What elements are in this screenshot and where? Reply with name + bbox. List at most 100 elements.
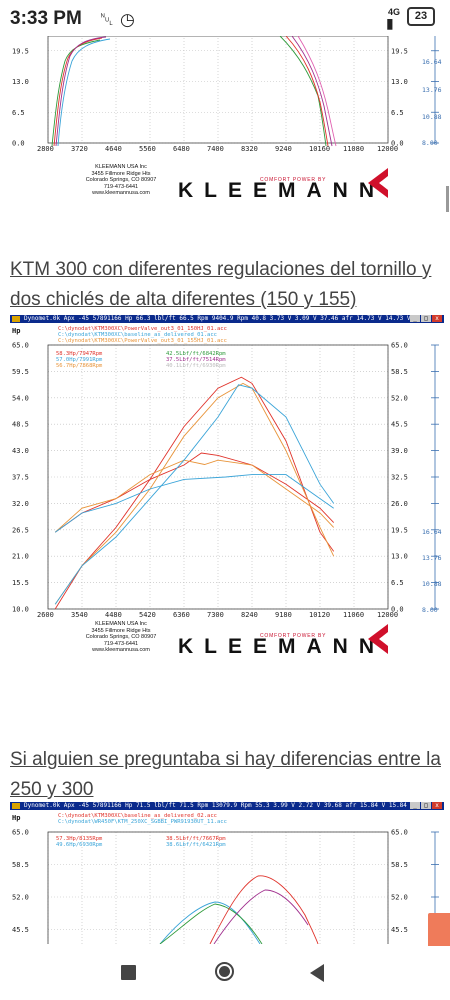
c1-curve-purple <box>55 36 107 147</box>
svg-text:38.5Lbf/ft/7667Rpm: 38.5Lbf/ft/7667Rpm <box>166 836 226 842</box>
c2-x-tick: 3540 <box>71 611 88 618</box>
c1-curve-red <box>53 37 103 147</box>
c3-y-tick: 58.5 <box>12 861 29 869</box>
c1-curve-purple-2 <box>291 36 333 147</box>
c1-x-tick: 8320 <box>241 145 258 153</box>
back-button[interactable] <box>310 964 324 982</box>
c2-x-tick: 4480 <box>105 611 122 618</box>
comfort-power-label: COMFORT POWER BY <box>260 177 327 183</box>
c3-right-tick: 52.0 <box>391 894 408 902</box>
banner-address: KLEEMANN USA Inc 3455 Fillmore Ridge Hts … <box>85 621 157 651</box>
battery-icon: 23 <box>407 7 435 26</box>
c2-right-tick: 52.0 <box>391 394 408 402</box>
brand-logo: KLEEMANN <box>178 635 385 658</box>
c2-right-tick: 13.0 <box>391 553 408 561</box>
c2-y-tick: 54.0 <box>12 394 29 402</box>
comfort-power-label: COMFORT POWER BY <box>260 633 327 639</box>
c1-y-tick: 0.0 <box>12 140 25 148</box>
chart2-series-1-hp <box>54 382 335 605</box>
close-button[interactable]: x <box>432 802 442 809</box>
c2-y-tick: 32.0 <box>12 500 29 508</box>
c2-y-tick: 21.0 <box>12 553 29 561</box>
kleemann-banner-1: KLEEMANN USA Inc 3455 Fillmore Ridge Hts … <box>10 162 444 204</box>
svg-text:38.6Lbf/ft/6421Rpm: 38.6Lbf/ft/6421Rpm <box>166 842 226 848</box>
c2-right-tick: 65.0 <box>391 342 408 350</box>
c3-y-tick: 65.0 <box>12 829 29 837</box>
c2-right-value: 10.88 <box>422 580 442 588</box>
c2-right-tick: 6.5 <box>391 579 404 587</box>
c3-curve-red <box>209 875 319 944</box>
chart2-peak-right-2: 40.1Lbf/ft/6930Rpm <box>166 363 226 369</box>
home-button[interactable] <box>215 962 234 981</box>
c3-y-tick: 52.0 <box>12 894 29 902</box>
network-type: 4G <box>388 7 401 17</box>
c2-x-tick: 9180 <box>275 611 292 618</box>
scrollbar-thumb[interactable] <box>446 186 449 212</box>
minimize-button[interactable]: _ <box>410 315 420 322</box>
c2-right-tick: 58.5 <box>391 368 408 376</box>
c2-x-tick: 8240 <box>241 611 258 618</box>
chart2-peak-right-0: 42.5Lbf/ft/6842Rpm <box>166 351 226 357</box>
home-icon <box>219 966 230 977</box>
c2-y-tick: 10.0 <box>12 606 29 614</box>
chart2-file-1: C:\dynodat\KTM300XC\baseline_as_delivere… <box>58 332 217 338</box>
app-icon <box>12 316 20 322</box>
post-caption-2[interactable]: Si alguien se preguntaba si hay diferenc… <box>10 749 441 800</box>
kleemann-banner-2: KLEEMANN USA Inc 3455 Fillmore Ridge Hts … <box>10 620 444 658</box>
c1-curve-red-2 <box>285 36 329 147</box>
maximize-button[interactable]: □ <box>421 315 431 322</box>
c2-y-tick: 26.5 <box>12 526 29 534</box>
c2-x-tick: 11060 <box>343 611 364 618</box>
kleemann-chevron-icon <box>368 168 388 198</box>
chart2-unit: Hp <box>12 327 20 335</box>
chart2-file-2: C:\dynodat\KTM300XC\PowerValve_out3_01_1… <box>58 338 227 344</box>
c1-right-value: 10.88 <box>422 113 442 121</box>
chart2-series-2-tq <box>54 474 334 533</box>
c2-x-tick: 5420 <box>139 611 156 618</box>
c3-y-tick: 45.5 <box>12 926 29 934</box>
c2-y-tick: 15.5 <box>12 579 29 587</box>
minimize-button[interactable]: _ <box>410 802 420 809</box>
chart2-plot: Hp C:\dynodat\KTM300XC\PowerValve_out3_0… <box>10 323 444 618</box>
c2-y-tick: 37.5 <box>12 474 29 482</box>
c2-right-tick: 26.0 <box>391 500 408 508</box>
c1-right-tick: 13.0 <box>391 78 408 86</box>
c1-x-tick: 10160 <box>309 145 330 153</box>
c1-x-tick: 9240 <box>275 145 292 153</box>
c1-curve-blue <box>57 38 111 147</box>
chart2-peak-left-2: 56.7Hp/7868Rpm <box>56 363 103 369</box>
maximize-button[interactable]: □ <box>421 802 431 809</box>
c3-right-tick: 45.5 <box>391 926 408 934</box>
c1-x-tick: 6480 <box>173 145 190 153</box>
c2-right-tick: 19.5 <box>391 526 408 534</box>
c1-x-tick: 7400 <box>207 145 224 153</box>
chart2-file-0: C:\dynodat\KTM300XC\PowerValve_out3_01_1… <box>58 326 227 332</box>
c3-curve-blue <box>159 901 261 944</box>
post-caption-1[interactable]: KTM 300 con diferentes regulaciones del … <box>10 259 432 310</box>
c1-x-tick: 12000 <box>377 145 398 153</box>
c2-right-value: 8.00 <box>422 606 438 614</box>
close-button[interactable]: x <box>432 315 442 322</box>
recents-button[interactable] <box>121 965 136 980</box>
c2-x-tick: 6360 <box>173 611 190 618</box>
c1-right-value: 13.76 <box>422 86 442 94</box>
floating-action-button[interactable] <box>428 913 450 949</box>
do-not-disturb-icon: ␀ <box>100 10 114 29</box>
c3-right-tick: 58.5 <box>391 861 408 869</box>
c3-curve-purple <box>213 889 309 944</box>
c1-x-tick: 11080 <box>343 145 364 153</box>
c1-curve-green <box>51 39 101 147</box>
chart2-peak-left-1: 57.0Hp/7991Rpm <box>56 357 103 363</box>
c1-y-tick: 6.5 <box>12 109 25 117</box>
c1-x-tick: 5560 <box>139 145 156 153</box>
signal-icon: ▮ <box>386 15 394 31</box>
c2-right-value: 16.64 <box>422 528 442 536</box>
c2-right-tick: 32.5 <box>391 474 408 482</box>
c1-right-tick: 6.5 <box>391 109 404 117</box>
brand-logo: KLEEMANN <box>178 179 385 202</box>
c2-y-tick: 43.0 <box>12 447 29 455</box>
c2-x-tick: 10120 <box>309 611 330 618</box>
c1-x-tick: 3720 <box>71 145 88 153</box>
c3-right-tick: 65.0 <box>391 829 408 837</box>
c2-x-tick: 2600 <box>37 611 54 618</box>
